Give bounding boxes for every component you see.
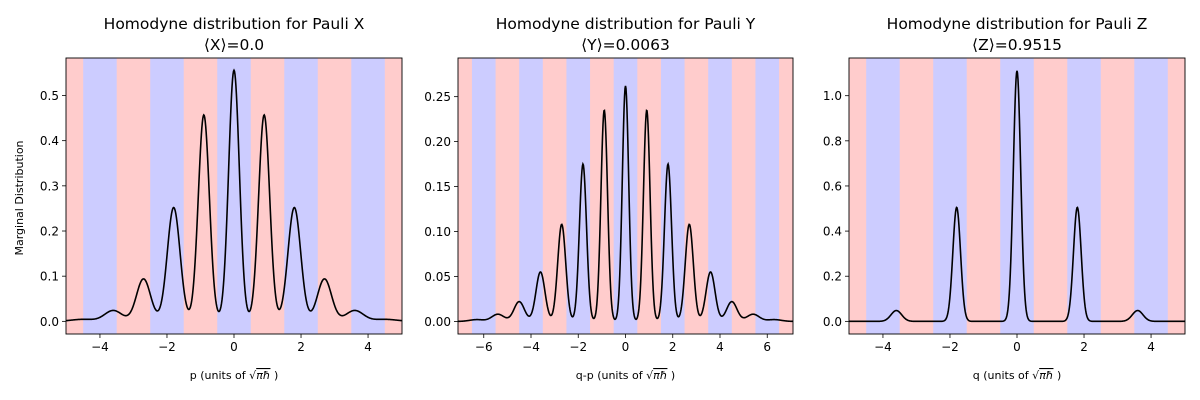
x-tick-label: −4 <box>522 340 540 354</box>
band-shade <box>519 58 543 334</box>
y-tick-label: 1.0 <box>823 89 842 103</box>
x-tick-label: 4 <box>364 340 372 354</box>
y-tick-label: 0.3 <box>40 179 59 193</box>
y-axis-label: Marginal Distribution <box>13 140 26 255</box>
band-shade <box>566 58 591 334</box>
band-shade <box>351 58 385 334</box>
band-shade <box>150 58 184 334</box>
x-tick-label: 0 <box>1013 340 1021 354</box>
x-tick-label: 0 <box>622 340 630 354</box>
y-tick-label: 0.2 <box>823 270 842 284</box>
y-tick-label: 0.20 <box>424 135 451 149</box>
y-tick-label: 0.00 <box>424 315 451 329</box>
y-tick-label: 0.0 <box>40 315 59 329</box>
distribution-curve <box>849 70 1185 323</box>
x-tick-label: −2 <box>569 340 587 354</box>
x-tick-label: 2 <box>297 340 305 354</box>
band-shade <box>1134 58 1168 334</box>
chart-subtitle: ⟨X⟩=0.0 <box>204 36 264 54</box>
band-shade <box>755 58 780 334</box>
y-tick-label: 0.05 <box>424 270 451 284</box>
x-tick-label: −6 <box>475 340 493 354</box>
band-shade <box>866 58 900 334</box>
x-tick-label: −4 <box>91 340 109 354</box>
y-tick-label: 0.15 <box>424 180 451 194</box>
distribution-curve <box>65 68 403 322</box>
x-tick-label: 2 <box>1080 340 1088 354</box>
x-tick-label: 4 <box>716 340 724 354</box>
x-tick-label: −2 <box>941 340 959 354</box>
x-axis-label: q (units of √πħ ) <box>973 369 1062 382</box>
chart-panel: −4 −2 0 2 4 0.0 0.2 0.4 0.6 0.8 1.0 Homodyne distri… <box>823 15 1186 382</box>
x-tick-label: 0 <box>230 340 238 354</box>
chart-title: Homodyne distribution for Pauli Y <box>496 15 756 33</box>
y-tick-label: 0.1 <box>40 270 59 284</box>
band-shade <box>284 58 318 334</box>
y-tick-label: 0.5 <box>40 89 59 103</box>
band-shade <box>613 58 638 334</box>
distribution-curve <box>457 85 794 323</box>
band-shade <box>708 58 732 334</box>
x-tick-label: 4 <box>1147 340 1155 354</box>
y-tick-label: 0.4 <box>823 225 842 239</box>
y-tick-label: 0.8 <box>823 134 842 148</box>
chart-subtitle: ⟨Z⟩=0.9515 <box>972 36 1062 54</box>
x-axis-label: q-p (units of √πħ ) <box>576 369 675 382</box>
x-tick-label: 6 <box>763 340 771 354</box>
x-tick-label: −2 <box>158 340 176 354</box>
y-tick-label: 0.4 <box>40 134 59 148</box>
band-shade <box>83 58 117 334</box>
chart-title: Homodyne distribution for Pauli Z <box>887 15 1148 33</box>
x-tick-label: −4 <box>874 340 892 354</box>
y-tick-label: 0.10 <box>424 225 451 239</box>
chart-panel: −6 −4 −2 0 2 4 6 0.00 0.05 0.10 0.15 0.20 0.25 Homody… <box>424 15 794 382</box>
x-axis-label: p (units of √πħ ) <box>190 369 279 382</box>
y-tick-label: 0.6 <box>823 179 842 193</box>
band-shade <box>1000 58 1034 334</box>
y-tick-label: 0.2 <box>40 225 59 239</box>
chart-subtitle: ⟨Y⟩=0.0063 <box>581 36 670 54</box>
y-tick-label: 0.25 <box>424 90 451 104</box>
band-shade <box>471 58 496 334</box>
band-shade <box>660 58 685 334</box>
chart-title: Homodyne distribution for Pauli X <box>104 15 365 33</box>
y-tick-label: 0.0 <box>823 315 842 329</box>
chart-panel: −4 −2 0 2 4 0.0 0.1 0.2 0.3 0.4 0.5 Homodyne distri… <box>40 15 403 382</box>
x-tick-label: 2 <box>669 340 677 354</box>
